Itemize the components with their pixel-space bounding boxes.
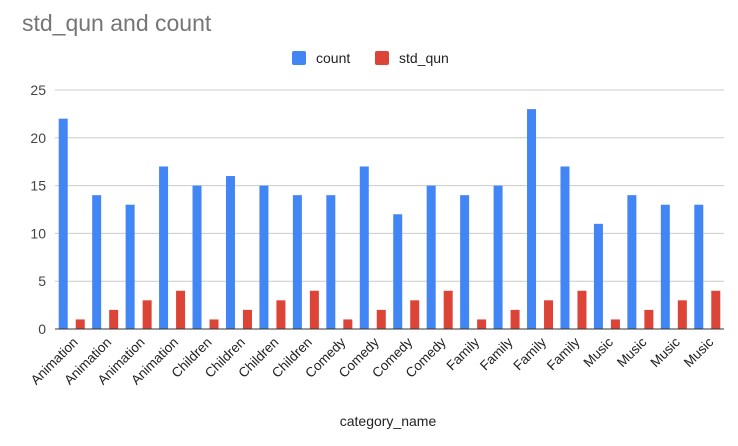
legend-label-std-qun: std_qun bbox=[399, 50, 449, 66]
x-tick-label: Family bbox=[544, 334, 583, 373]
bar-count bbox=[493, 185, 503, 329]
bar-count bbox=[359, 166, 369, 329]
bar-count bbox=[125, 204, 135, 329]
chart-title: std_qun and count bbox=[22, 10, 212, 36]
y-tick-label: 20 bbox=[30, 130, 46, 146]
y-tick-label: 15 bbox=[30, 178, 46, 194]
legend-swatch-std-qun bbox=[375, 51, 389, 65]
x-tick-label: Family bbox=[444, 334, 483, 373]
bar-std-qun bbox=[343, 319, 353, 329]
y-tick-label: 5 bbox=[38, 273, 46, 289]
bar-count bbox=[694, 204, 704, 329]
bar-std-qun bbox=[711, 290, 721, 329]
x-tick-label: Music bbox=[681, 334, 717, 370]
bar-std-qun bbox=[276, 300, 286, 329]
bar-std-qun bbox=[510, 309, 520, 329]
bar-count bbox=[92, 195, 102, 329]
bar-std-qun bbox=[75, 319, 85, 329]
bar-count bbox=[259, 185, 269, 329]
y-tick-label: 25 bbox=[30, 82, 46, 98]
bar-count bbox=[560, 166, 570, 329]
x-tick-label: Family bbox=[510, 334, 549, 373]
y-tick-label: 10 bbox=[30, 225, 46, 241]
y-axis-ticks: 0 5 10 15 20 25 bbox=[30, 82, 46, 337]
bar-count bbox=[393, 214, 403, 329]
bar-std-qun bbox=[176, 290, 186, 329]
bar-count bbox=[426, 185, 436, 329]
legend-swatch-count bbox=[292, 51, 306, 65]
bar-std-qun bbox=[477, 319, 487, 329]
x-tick-label: Music bbox=[614, 334, 650, 370]
legend: count std_qun bbox=[292, 50, 449, 66]
x-tick-label: Music bbox=[581, 334, 617, 370]
bar-std-qun bbox=[309, 290, 319, 329]
x-tick-label: Family bbox=[477, 334, 516, 373]
bar-std-qun bbox=[242, 309, 252, 329]
bar-count bbox=[593, 223, 603, 329]
bar-std-qun bbox=[142, 300, 152, 329]
bar-std-qun bbox=[577, 290, 587, 329]
x-tick-label: Music bbox=[647, 334, 683, 370]
y-tick-label: 0 bbox=[38, 321, 46, 337]
bar-std-qun bbox=[677, 300, 687, 329]
bar-std-qun bbox=[544, 300, 554, 329]
x-axis-ticks: AnimationAnimationAnimationAnimationChil… bbox=[28, 334, 717, 387]
bar-std-qun bbox=[410, 300, 420, 329]
bar-std-qun bbox=[209, 319, 219, 329]
legend-label-count: count bbox=[316, 50, 350, 66]
bar-std-qun bbox=[376, 309, 386, 329]
bar-count bbox=[159, 166, 169, 329]
bar-count bbox=[326, 195, 336, 329]
bar-std-qun bbox=[610, 319, 620, 329]
bar-std-qun bbox=[644, 309, 654, 329]
bar-count bbox=[660, 204, 670, 329]
x-axis-title: category_name bbox=[340, 413, 437, 429]
bar-std-qun bbox=[109, 309, 119, 329]
bar-count bbox=[627, 195, 637, 329]
bar-count bbox=[192, 185, 202, 329]
bar-count bbox=[527, 109, 537, 330]
bar-count bbox=[292, 195, 302, 329]
bar-count bbox=[225, 176, 235, 329]
bar-count bbox=[58, 118, 68, 330]
bar-std-qun bbox=[443, 290, 453, 329]
bars bbox=[58, 109, 721, 330]
gridlines bbox=[55, 89, 724, 282]
bar-count bbox=[460, 195, 470, 329]
